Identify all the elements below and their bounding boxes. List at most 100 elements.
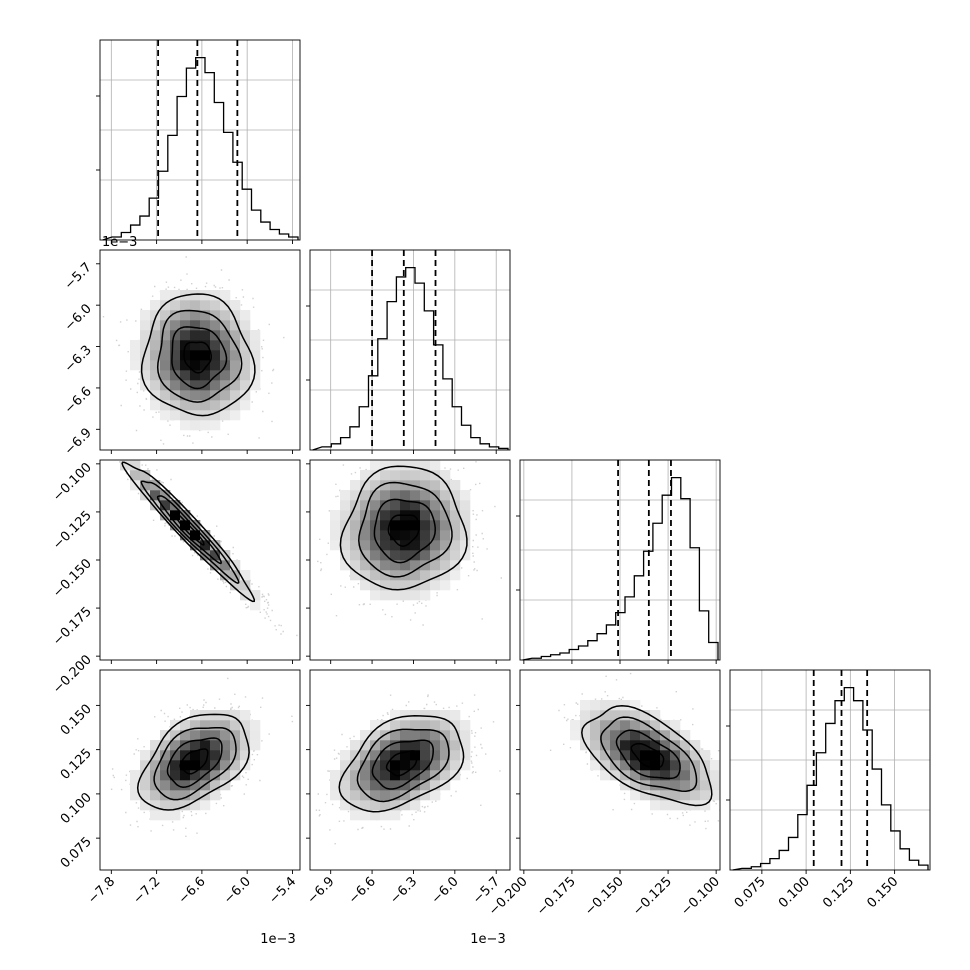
density-cell: [440, 770, 451, 781]
density-cell: [450, 520, 461, 531]
pair-panel-1-0: [99, 249, 301, 451]
x-axis-3: 0.075 0.100 0.125 0.150: [732, 870, 901, 911]
density-cell: [210, 310, 221, 321]
y-tick-label: −6.6: [62, 384, 95, 417]
density-cell: [160, 330, 171, 341]
density-cell: [360, 580, 371, 591]
density-cell: [170, 400, 181, 411]
density-cell: [710, 760, 720, 771]
density-cell: [340, 770, 351, 781]
density-cell: [440, 550, 451, 561]
density-cell: [700, 750, 711, 761]
density-cell: [240, 590, 251, 601]
density-cell: [380, 460, 391, 471]
panel-border: [729, 669, 931, 871]
density-cell: [390, 530, 401, 541]
density-cell: [250, 600, 261, 611]
density-cell: [600, 740, 611, 751]
density-cell: [190, 360, 201, 371]
density-cell: [160, 790, 171, 801]
density-cell: [650, 760, 661, 771]
y-tick-label: 0.150: [58, 702, 95, 739]
density-cell: [200, 760, 211, 771]
density-cell: [220, 780, 231, 791]
density-cell: [680, 730, 691, 741]
density-cell: [140, 370, 151, 381]
density-cell: [360, 550, 371, 561]
density-cell: [380, 500, 391, 511]
density-cell: [430, 510, 441, 521]
density-cell: [700, 770, 711, 781]
panel-background: [100, 40, 300, 240]
density-cell: [240, 310, 251, 321]
density-cell: [370, 540, 381, 551]
y-tick-label: 0.125: [58, 746, 95, 783]
density-cell: [180, 320, 191, 331]
density-cell: [230, 410, 241, 421]
density-cell: [450, 530, 461, 541]
density-cell: [160, 780, 171, 791]
density-cell: [600, 770, 611, 781]
density-cell: [180, 390, 191, 401]
density-cell: [400, 780, 411, 791]
density-cell: [690, 770, 701, 781]
density-cell: [240, 350, 251, 361]
density-cell: [370, 560, 381, 571]
density-cell: [370, 570, 381, 581]
density-cell: [360, 790, 371, 801]
x-tick-label: −6.6: [346, 874, 379, 907]
density-cell: [180, 400, 191, 411]
density-cell: [140, 480, 151, 491]
contour-0: [183, 341, 212, 374]
density-cell: [370, 800, 381, 811]
x-tick-label: −7.8: [85, 874, 118, 907]
x-tick-label: −6.6: [176, 874, 209, 907]
density-cell: [650, 750, 661, 761]
density-cell: [220, 350, 231, 361]
density-cell: [440, 710, 451, 721]
density-cell: [350, 800, 361, 811]
density-cell: [450, 510, 461, 521]
density-cell: [170, 340, 181, 351]
density-cell: [160, 490, 171, 501]
density-cell: [180, 530, 191, 541]
density-cell: [400, 740, 411, 751]
density-cell: [150, 400, 161, 411]
density-cell: [430, 550, 441, 561]
contour-0: [179, 748, 209, 775]
density-cell: [360, 740, 371, 751]
density-cell: [150, 490, 161, 501]
density-cell: [400, 520, 411, 531]
density-cell: [150, 750, 161, 761]
density-cell: [400, 800, 411, 811]
density-cell: [370, 500, 381, 511]
density-cell: [590, 710, 601, 721]
density-cell: [190, 780, 201, 791]
density-cell: [230, 580, 241, 591]
density-cell: [650, 730, 661, 741]
density-cell: [610, 750, 621, 761]
density-cell: [410, 750, 421, 761]
density-cell: [700, 760, 711, 771]
density-cell: [220, 740, 231, 751]
density-cell: [370, 580, 381, 591]
density-cell: [350, 740, 361, 751]
density-cell: [210, 730, 221, 741]
density-cell: [140, 320, 151, 331]
density-cell: [650, 710, 661, 721]
density-cell: [350, 550, 361, 561]
contour-3: [140, 293, 256, 417]
density-cell: [200, 340, 211, 351]
density-cell: [220, 730, 231, 741]
density-cell: [220, 410, 231, 421]
x-tick-label: 0.100: [776, 874, 813, 911]
density-cell: [430, 460, 441, 471]
density-cell: [210, 290, 221, 301]
density-cell: [380, 770, 391, 781]
density-cell: [590, 730, 601, 741]
density-cell: [440, 490, 451, 501]
density-cell: [630, 720, 641, 731]
density-cell: [250, 380, 261, 391]
density-cell: [420, 740, 431, 751]
density-cell: [370, 740, 381, 751]
